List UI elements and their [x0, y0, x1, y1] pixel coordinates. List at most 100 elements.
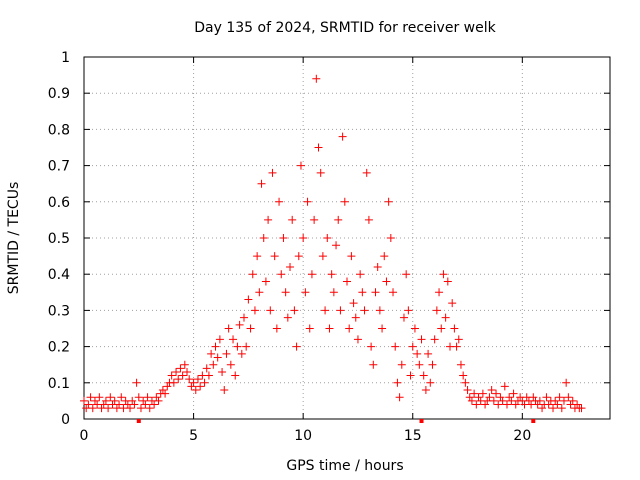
data-point: [101, 396, 110, 405]
y-tick-label: 0.5: [48, 231, 70, 247]
data-point: [299, 234, 308, 242]
data-point: [294, 252, 303, 261]
data-point: [229, 335, 238, 344]
data-point: [244, 295, 253, 304]
data-point: [343, 277, 351, 286]
data-point: [215, 335, 224, 344]
data-point: [152, 393, 161, 402]
data-point: [80, 396, 88, 405]
data-point: [437, 324, 446, 333]
y-tick-label: 0.2: [48, 340, 70, 356]
data-point: [551, 396, 560, 405]
y-tick-label: 0.4: [48, 267, 70, 283]
data-point: [161, 389, 170, 398]
data-point: [435, 288, 444, 297]
data-point: [104, 404, 113, 413]
data-point: [470, 389, 479, 398]
data-point: [224, 324, 233, 333]
y-axis-title: SRMTID / TECUs: [6, 182, 22, 295]
data-point: [417, 335, 426, 344]
data-point: [200, 378, 209, 387]
data-point: [296, 161, 305, 170]
x-tick-label: 20: [513, 428, 531, 444]
data-point: [264, 215, 273, 224]
data-point: [84, 400, 93, 409]
data-point: [478, 389, 487, 398]
data-point: [246, 324, 255, 333]
data-point: [450, 324, 459, 333]
data-point: [538, 404, 547, 413]
data-point: [351, 313, 360, 322]
data-point: [253, 252, 262, 261]
data-point: [573, 400, 582, 409]
data-point: [136, 404, 145, 413]
data-point: [283, 313, 292, 322]
data-point: [395, 393, 404, 402]
data-point: [325, 324, 334, 333]
data-point: [356, 270, 365, 279]
data-point: [128, 396, 137, 405]
data-point: [505, 393, 514, 402]
data-point: [143, 393, 152, 402]
data-point: [220, 386, 229, 395]
data-point: [336, 306, 345, 315]
data-point: [454, 335, 463, 344]
data-point: [275, 197, 284, 206]
y-tick-label: 0.7: [48, 159, 70, 175]
data-point: [456, 360, 465, 369]
data-point: [474, 393, 483, 402]
data-point: [373, 262, 382, 271]
data-point: [213, 353, 222, 362]
gap-marker: [419, 419, 424, 423]
data-point: [509, 389, 518, 398]
data-point: [492, 389, 501, 398]
data-point: [340, 197, 349, 206]
data-point: [242, 342, 251, 351]
data-point: [391, 342, 400, 351]
data-point: [90, 396, 99, 405]
data-point: [345, 324, 354, 333]
data-point: [318, 252, 327, 261]
data-point: [301, 288, 310, 297]
data-point: [452, 342, 461, 351]
data-point: [310, 215, 319, 224]
data-point: [218, 367, 227, 376]
x-tick-label: 0: [80, 428, 89, 444]
data-point: [257, 179, 266, 188]
data-point: [307, 270, 316, 279]
gap-marker: [531, 419, 536, 423]
data-point: [235, 320, 244, 329]
data-point: [382, 277, 391, 286]
x-tick-labels: 0 5 10 15 20: [80, 428, 532, 444]
data-point: [222, 349, 231, 358]
data-point: [106, 393, 115, 402]
data-point: [380, 252, 389, 261]
data-point: [329, 288, 338, 297]
data-point: [250, 306, 259, 315]
data-point: [432, 306, 441, 315]
data-point: [279, 234, 288, 242]
data-point: [261, 277, 270, 286]
data-point: [426, 378, 435, 387]
data-point: [237, 349, 246, 358]
data-point: [465, 393, 474, 402]
data-point: [559, 396, 568, 405]
data-point: [167, 371, 176, 380]
data-point: [494, 400, 503, 409]
data-point: [577, 404, 586, 413]
data-point: [393, 378, 402, 387]
data-point: [193, 375, 202, 384]
y-tick-label: 0: [61, 412, 70, 428]
data-point: [150, 400, 159, 409]
data-point: [487, 386, 496, 395]
data-point: [239, 313, 248, 322]
data-point: [472, 400, 481, 409]
data-point: [419, 371, 428, 380]
data-point: [266, 306, 275, 315]
data-point: [399, 313, 408, 322]
data-point: [498, 396, 507, 405]
y-tick-labels: 0 0.1 0.2 0.3 0.4 0.5 0.6 0.7 0.8 0.9 1: [48, 50, 70, 428]
data-point: [481, 400, 490, 409]
data-points: [80, 74, 586, 413]
